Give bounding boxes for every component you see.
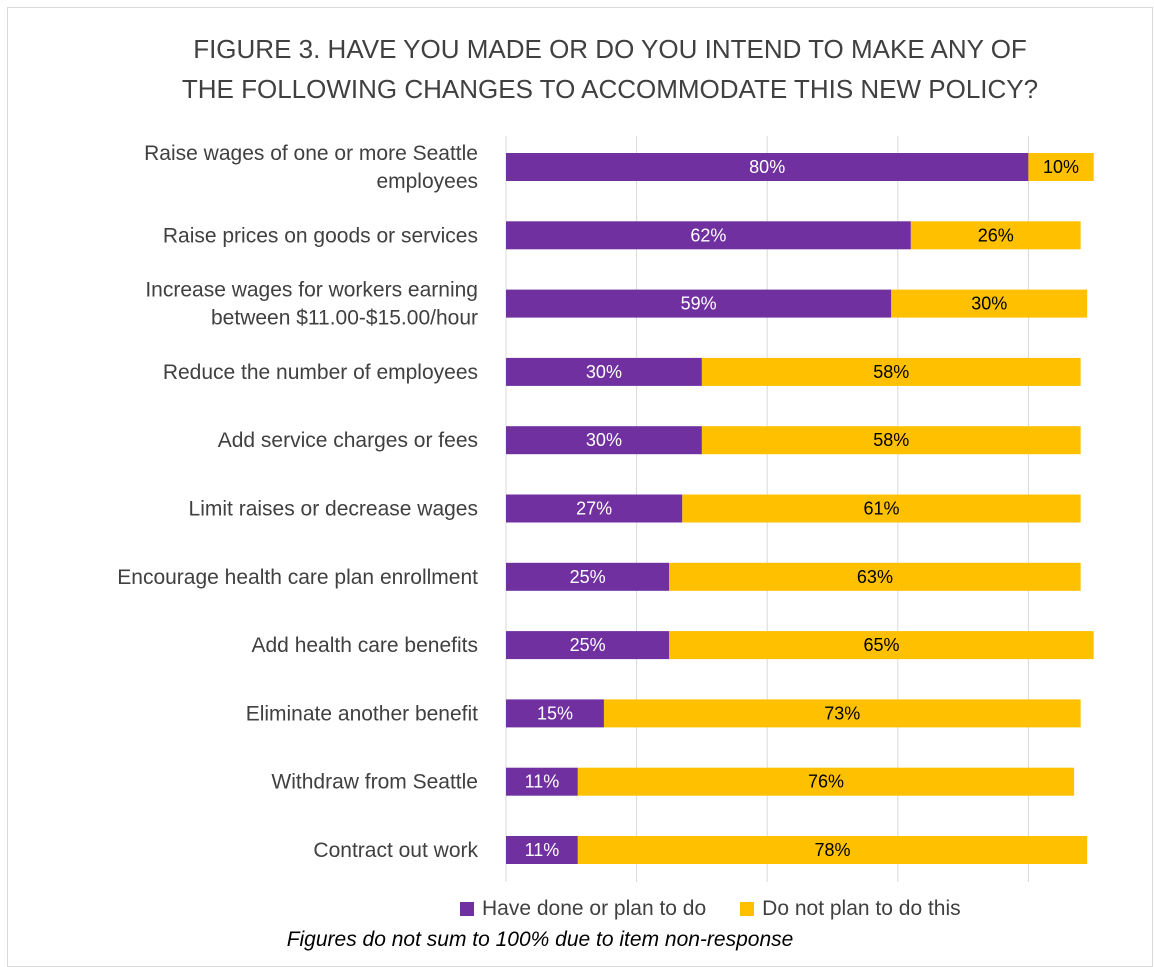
bar-do-not-plan: [891, 289, 1088, 318]
data-label-do-not-plan: 26%: [978, 225, 1014, 245]
bar-do-not-plan: [701, 426, 1081, 455]
bar-have-done: [506, 221, 911, 250]
bar-do-not-plan: [577, 767, 1075, 796]
legend: Have done or plan to do Do not plan to d…: [460, 897, 961, 921]
legend-label-have-done: Have done or plan to do: [482, 897, 707, 920]
chart-title-line-1: FIGURE 3. HAVE YOU MADE OR DO YOU INTEND…: [193, 34, 1027, 64]
bar-have-done: [506, 767, 578, 796]
data-label-do-not-plan: 61%: [863, 499, 899, 519]
legend-item-do-not-plan: Do not plan to do this: [740, 897, 961, 921]
bar-have-done: [506, 357, 702, 386]
footnote: Figures do not sum to 100% due to item n…: [286, 928, 794, 951]
category-label: employees: [376, 170, 478, 193]
data-label-do-not-plan: 63%: [857, 567, 893, 587]
bar-do-not-plan: [682, 494, 1081, 523]
category-label: Encourage health care plan enrollment: [117, 566, 478, 589]
category-label: Eliminate another benefit: [246, 702, 478, 725]
data-label-have-done: 80%: [749, 157, 785, 177]
category-label: Contract out work: [313, 839, 478, 862]
bars: 80% 10% 62% 26% 59% 30% 30% 58% 30% 58% 27% 61% 25% 6…: [506, 153, 1094, 864]
category-label: Reduce the number of employees: [163, 361, 478, 384]
data-label-have-done: 30%: [586, 362, 622, 382]
category-label: Raise wages of one or more Seattle: [144, 142, 478, 165]
category-label: Increase wages for workers earning: [145, 279, 478, 302]
data-label-have-done: 25%: [570, 635, 606, 655]
bar-do-not-plan: [910, 221, 1081, 250]
data-label-do-not-plan: 58%: [873, 362, 909, 382]
data-label-do-not-plan: 65%: [863, 635, 899, 655]
data-label-do-not-plan: 76%: [808, 772, 844, 792]
category-labels: Raise wages of one or more Seattle employ…: [117, 142, 478, 862]
data-label-have-done: 15%: [537, 703, 573, 723]
category-label: between $11.00-$15.00/hour: [211, 307, 478, 330]
data-label-do-not-plan: 30%: [971, 294, 1007, 314]
bar-do-not-plan: [577, 836, 1088, 864]
bar-do-not-plan: [603, 699, 1081, 728]
data-label-have-done: 11%: [525, 772, 560, 792]
data-label-have-done: 62%: [690, 225, 726, 245]
bar-do-not-plan: [1028, 153, 1094, 181]
data-label-do-not-plan: 58%: [873, 430, 909, 450]
bar-do-not-plan: [669, 562, 1081, 591]
bar-have-done: [506, 836, 578, 864]
data-label-have-done: 27%: [576, 499, 612, 519]
bar-have-done: [506, 699, 604, 728]
category-label: Raise prices on goods or services: [163, 224, 478, 247]
data-label-have-done: 59%: [681, 294, 717, 314]
bar-have-done: [506, 426, 702, 455]
data-label-do-not-plan: 10%: [1043, 157, 1079, 177]
bar-do-not-plan: [669, 631, 1094, 660]
legend-item-have-done: Have done or plan to do: [460, 897, 706, 921]
bar-have-done: [506, 289, 892, 318]
bar-have-done: [506, 562, 670, 591]
category-label: Add service charges or fees: [218, 429, 478, 452]
data-label-have-done: 25%: [570, 567, 606, 587]
bar-have-done: [506, 494, 683, 523]
category-label: Limit raises or decrease wages: [189, 498, 478, 521]
data-label-have-done: 30%: [586, 430, 622, 450]
bar-have-done: [506, 631, 670, 660]
chart-title-line-2: THE FOLLOWING CHANGES TO ACCOMMODATE THI…: [181, 74, 1039, 104]
category-label: Withdraw from Seattle: [271, 771, 478, 794]
data-label-do-not-plan: 78%: [814, 840, 850, 860]
bar-do-not-plan: [701, 357, 1081, 386]
data-label-have-done: 11%: [525, 840, 560, 860]
legend-label-do-not-plan: Do not plan to do this: [762, 897, 961, 920]
legend-swatch-purple: [460, 902, 474, 916]
bar-have-done: [506, 153, 1029, 181]
legend-swatch-yellow: [740, 902, 755, 916]
category-label: Add health care benefits: [252, 634, 479, 657]
data-label-do-not-plan: 73%: [824, 703, 860, 723]
